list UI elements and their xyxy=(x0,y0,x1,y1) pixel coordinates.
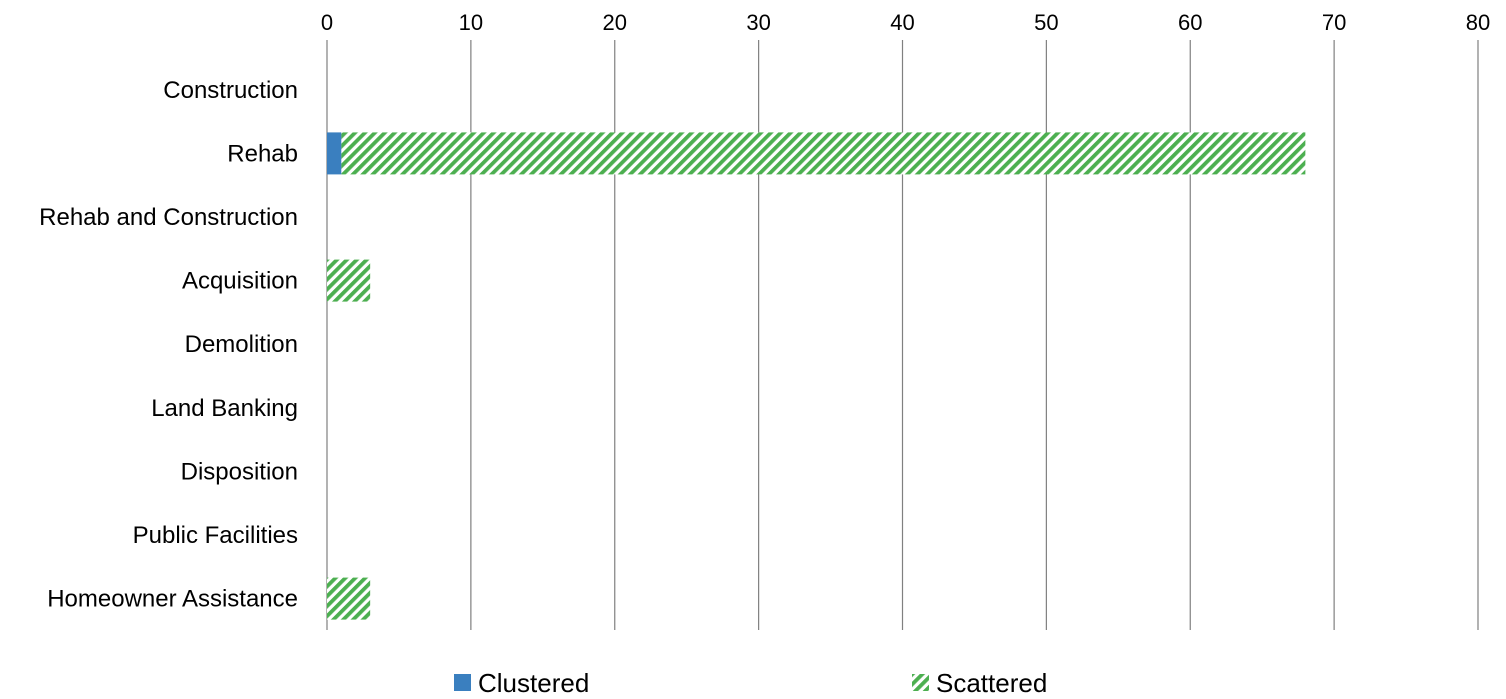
legend-label: Scattered xyxy=(936,668,1047,698)
x-tick-label: 20 xyxy=(603,10,627,35)
category-label: Demolition xyxy=(185,331,298,358)
legend: Clustered Scattered xyxy=(454,668,1047,698)
x-axis-ticks: 0 10 20 30 40 50 60 70 80 xyxy=(321,10,1490,35)
category-label: Land Banking xyxy=(151,395,298,422)
legend-label: Clustered xyxy=(478,668,589,698)
bar-scattered xyxy=(327,259,371,302)
category-label: Construction xyxy=(163,77,298,104)
bar-clustered xyxy=(327,132,342,175)
legend-swatch xyxy=(454,674,471,691)
category-labels: Construction Rehab Rehab and Construction A… xyxy=(39,77,298,613)
x-tick-label: 30 xyxy=(746,10,770,35)
x-tick-label: 70 xyxy=(1322,10,1346,35)
legend-swatch xyxy=(912,674,929,691)
bars xyxy=(327,132,1306,620)
category-label: Acquisition xyxy=(182,268,298,295)
bar-scattered xyxy=(341,132,1306,175)
category-label: Rehab and Construction xyxy=(39,204,298,231)
x-tick-label: 0 xyxy=(321,10,333,35)
x-tick-label: 40 xyxy=(890,10,914,35)
x-tick-label: 50 xyxy=(1034,10,1058,35)
bar-scattered xyxy=(327,577,371,620)
category-label: Disposition xyxy=(181,458,298,485)
x-tick-label: 80 xyxy=(1466,10,1490,35)
grid xyxy=(326,40,1479,630)
category-label: Homeowner Assistance xyxy=(47,586,298,613)
x-tick-label: 10 xyxy=(459,10,483,35)
category-label: Rehab xyxy=(227,140,298,167)
x-tick-label: 60 xyxy=(1178,10,1202,35)
category-label: Public Facilities xyxy=(133,522,298,549)
